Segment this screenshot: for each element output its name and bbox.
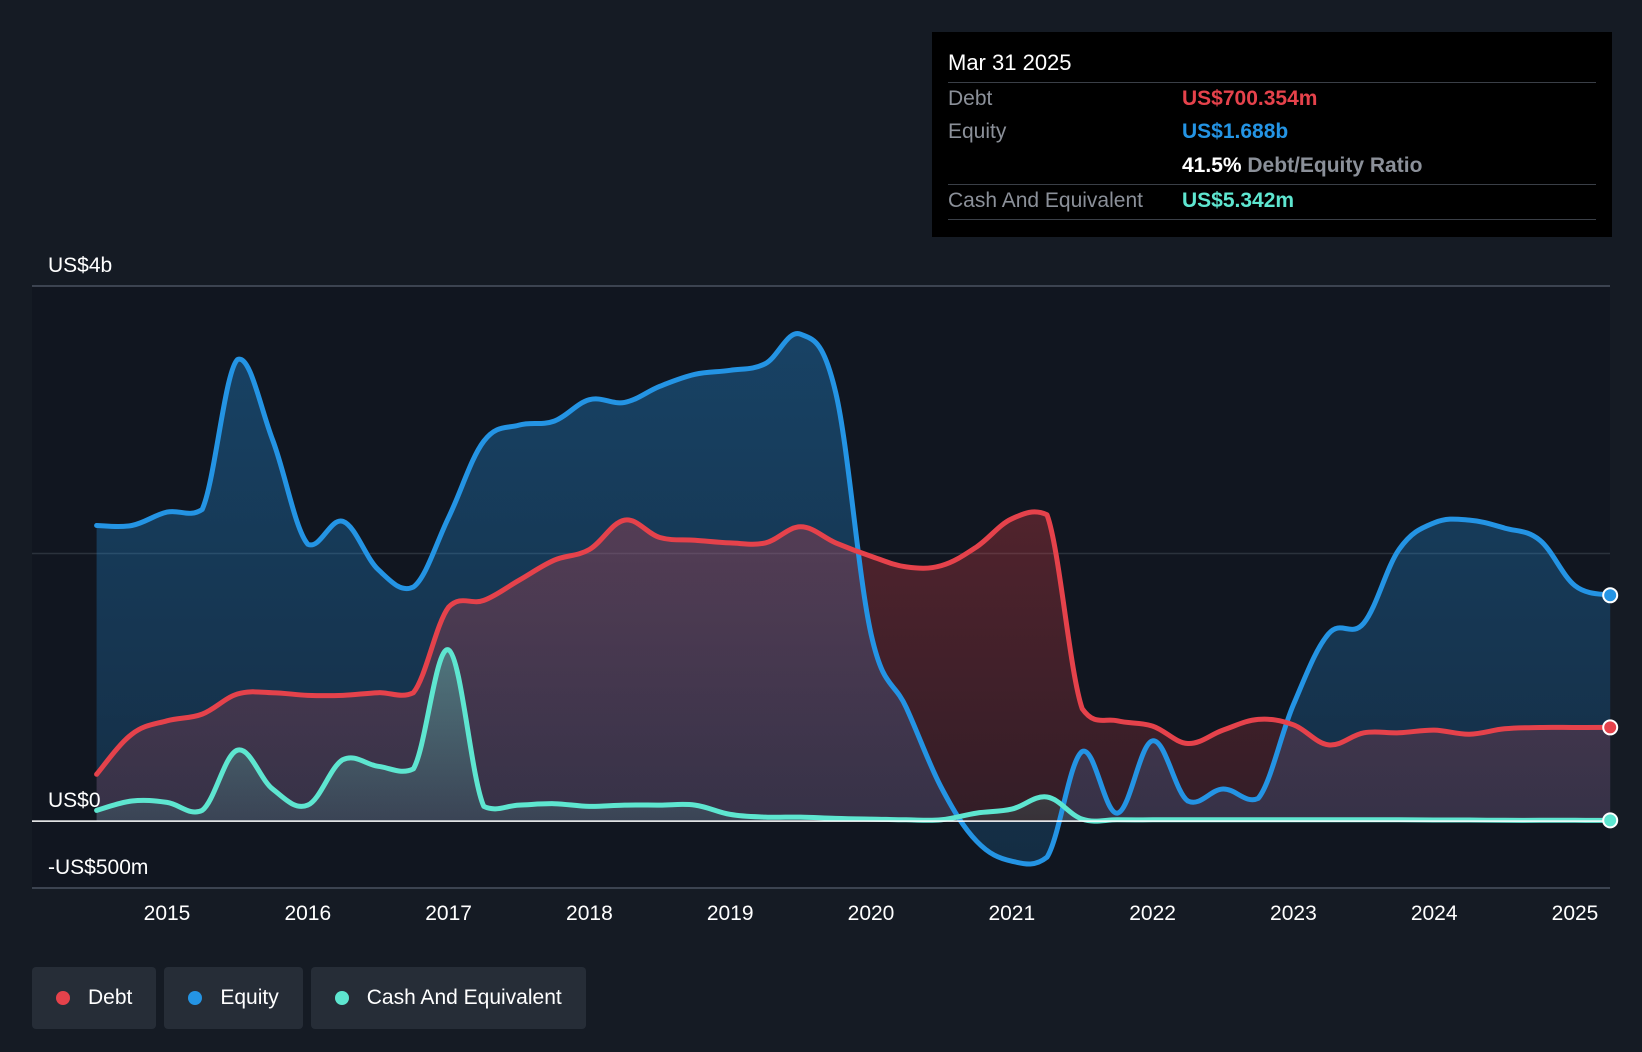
x-tick-label: 2019 xyxy=(707,902,754,925)
legend-cash-label: Cash And Equivalent xyxy=(366,986,562,1009)
legend-item-debt[interactable]: Debt xyxy=(32,967,157,1029)
x-tick-label: 2017 xyxy=(425,902,472,925)
legend-debt-label: Debt xyxy=(88,986,133,1009)
tooltip-row-equity: Equity US$1.688b xyxy=(948,116,1596,150)
x-tick-label: 2024 xyxy=(1411,902,1458,925)
debt-area xyxy=(96,511,1611,822)
x-tick-label: 2015 xyxy=(144,902,191,925)
y-tick-label: US$0 xyxy=(48,789,101,812)
x-tick-label: 2016 xyxy=(284,902,331,925)
y-tick-label: -US$500m xyxy=(48,856,148,879)
axis-labels: US$4b US$0 -US$500m 2015 2016 2017 2018 2019 202… xyxy=(48,254,1598,925)
tooltip-row-debt: Debt US$700.354m xyxy=(948,82,1596,117)
tooltip-cash-value: US$5.342m xyxy=(1182,189,1295,212)
x-tick-label: 2021 xyxy=(988,902,1035,925)
equity-dot-icon xyxy=(188,991,203,1005)
chart-legend: Debt Equity Cash And Equivalent xyxy=(32,967,586,1029)
tooltip-equity-value: US$1.688b xyxy=(1182,120,1289,143)
tooltip-ratio-label: Debt/Equity Ratio xyxy=(1247,154,1423,177)
debt-end-marker[interactable] xyxy=(1602,719,1619,736)
x-tick-label: 2025 xyxy=(1552,902,1599,925)
y-tick-label: US$4b xyxy=(48,254,112,277)
debt-dot-icon xyxy=(56,991,70,1005)
tooltip-row-cash: Cash And Equivalent US$5.342m xyxy=(948,184,1596,219)
x-tick-label: 2018 xyxy=(566,902,613,925)
tooltip-row-ratio: 41.5% Debt/Equity Ratio xyxy=(948,150,1596,184)
legend-item-equity[interactable]: Equity xyxy=(164,967,303,1029)
tooltip-debt-value: US$700.354m xyxy=(1182,87,1318,110)
legend-item-cash[interactable]: Cash And Equivalent xyxy=(310,967,586,1029)
tooltip-panel: Mar 31 2025 Debt US$700.354m Equity US$1… xyxy=(932,32,1612,237)
x-tick-label: 2022 xyxy=(1129,902,1176,925)
x-tick-label: 2023 xyxy=(1270,902,1317,925)
cash-dot-icon xyxy=(334,991,349,1005)
tooltip-ratio: 41.5% Debt/Equity Ratio xyxy=(1182,154,1422,178)
tooltip-ratio-value: 41.5% xyxy=(1182,154,1242,177)
series-lines xyxy=(32,331,1613,867)
x-tick-label: 2020 xyxy=(848,902,895,925)
debt-line xyxy=(94,509,1613,777)
tooltip-debt-label: Debt xyxy=(948,87,993,110)
cash-end-marker[interactable] xyxy=(1602,812,1619,829)
tooltip-bottom-rule xyxy=(948,219,1596,220)
tooltip-date: Mar 31 2025 xyxy=(948,50,1072,75)
end-markers xyxy=(1602,587,1619,829)
legend-equity-label: Equity xyxy=(220,986,279,1009)
equity-line xyxy=(94,331,1613,867)
equity-end-marker[interactable] xyxy=(1602,587,1619,604)
tooltip-equity-label: Equity xyxy=(948,120,1007,143)
tooltip-cash-label: Cash And Equivalent xyxy=(948,189,1143,212)
cash-line xyxy=(94,647,1613,824)
